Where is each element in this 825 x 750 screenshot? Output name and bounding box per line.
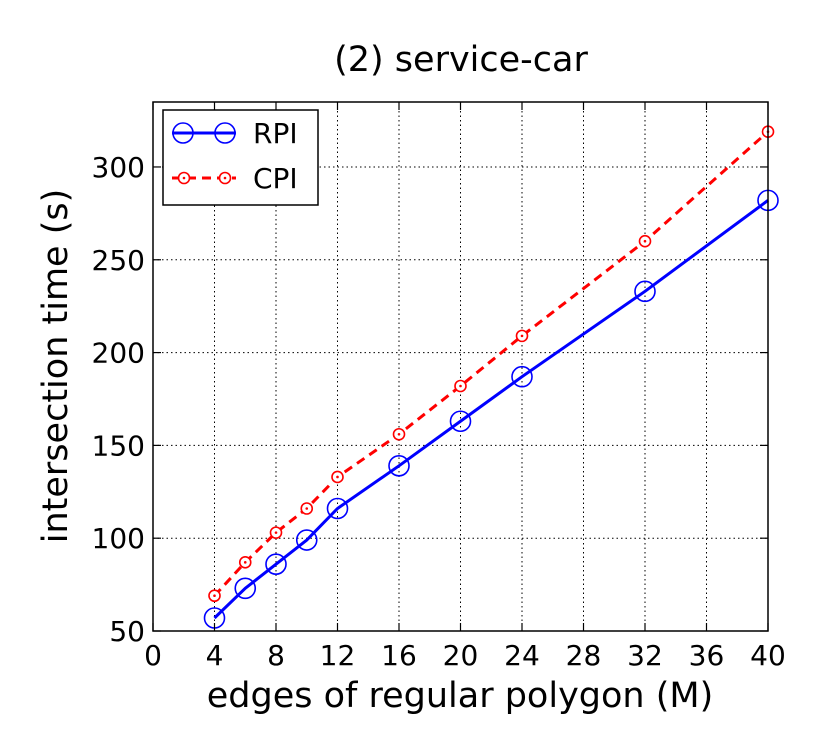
legend-cpi-dot-left (182, 176, 186, 180)
x-axis-label: edges of regular polygon (M) (207, 676, 713, 716)
data-point-rpi (511, 365, 533, 388)
x-tick-label: 8 (267, 639, 285, 672)
x-tick-label: 16 (381, 639, 417, 672)
y-tick-label: 250 (92, 244, 145, 277)
legend-cpi-dot-right (223, 176, 227, 180)
x-tick-label: 20 (443, 639, 479, 672)
data-point-center-cpi (397, 432, 401, 436)
x-tick-label: 40 (750, 639, 786, 672)
legend-cpi-label: CPI (253, 162, 298, 195)
x-tick-label: 32 (627, 639, 663, 672)
data-point-rpi (295, 529, 318, 551)
series-layer (203, 125, 779, 629)
legend: RPI CPI (162, 109, 319, 206)
legend-rpi-label: RPI (253, 117, 298, 150)
data-point-center-cpi (520, 334, 524, 338)
x-tick-label: 24 (504, 639, 540, 672)
data-point-center-cpi (643, 239, 647, 243)
data-point-rpi (265, 553, 287, 575)
series-line-cpi (213, 130, 769, 597)
data-point-rpi (326, 497, 349, 520)
data-point-rpi (234, 577, 257, 600)
tick-layer: 0 4 8 12 16 20 24 28 32 36 40 50 100 150 200 250 300 (92, 102, 786, 672)
grid-layer (153, 102, 768, 631)
data-point-center-cpi (459, 384, 462, 388)
y-tick-label: 100 (92, 522, 145, 555)
data-point-rpi (388, 455, 410, 477)
data-point-rpi (449, 410, 472, 433)
legend-rpi-marker-left (172, 122, 194, 144)
chart-title: (2) service-car (334, 40, 588, 80)
data-point-center-cpi (213, 594, 216, 598)
y-tick-label: 150 (92, 429, 145, 462)
x-tick-label: 12 (320, 639, 356, 672)
data-point-rpi (634, 280, 656, 303)
data-point-center-cpi (243, 561, 247, 564)
data-point-center-cpi (336, 475, 339, 479)
data-point-center-cpi (274, 531, 278, 534)
x-tick-label: 36 (689, 639, 725, 672)
data-point-center-cpi (305, 507, 309, 510)
x-tick-label: 0 (144, 639, 162, 672)
x-tick-label: 28 (566, 639, 602, 672)
y-tick-label: 50 (109, 615, 145, 648)
series-line-rpi (213, 199, 769, 620)
y-axis-label: intersection time (s) (36, 189, 76, 543)
y-tick-label: 200 (92, 337, 145, 370)
x-tick-label: 4 (206, 639, 224, 672)
y-tick-label: 300 (92, 151, 145, 184)
legend-rpi-marker-right (214, 122, 236, 144)
